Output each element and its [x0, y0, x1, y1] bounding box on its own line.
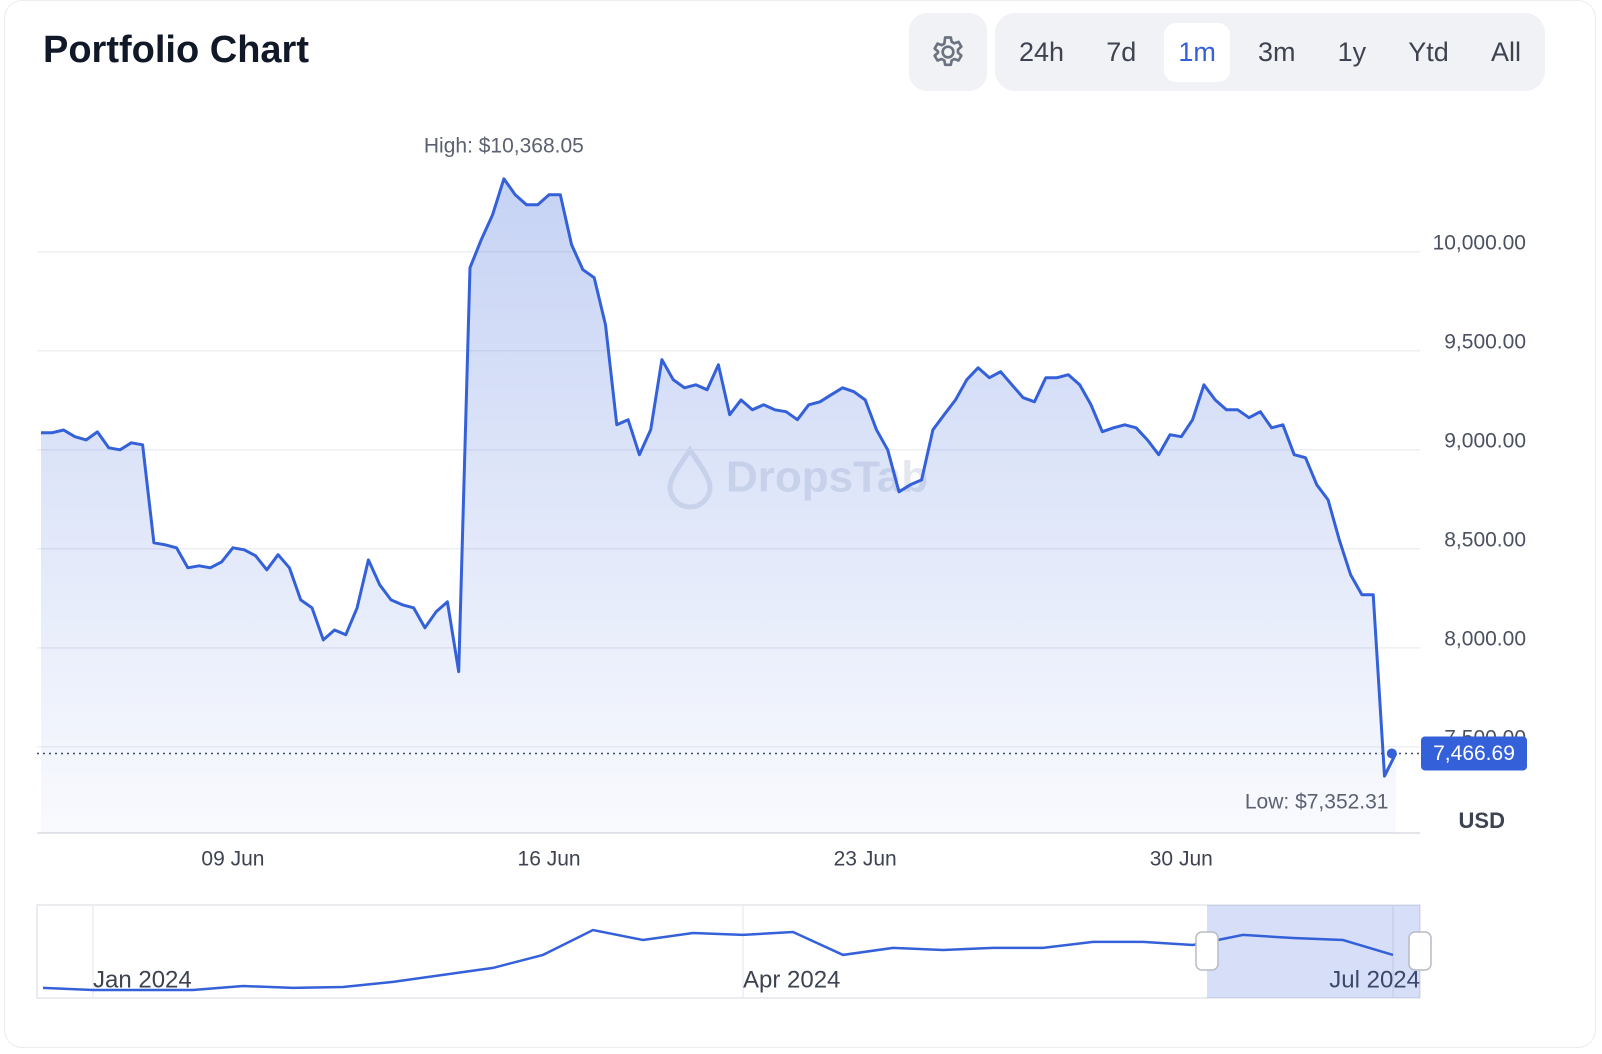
range-button[interactable]: Ytd [1408, 36, 1449, 67]
last-value-label: 7,466.69 [1433, 742, 1515, 765]
last-value-dot [1386, 748, 1397, 759]
y-tick-label: 10,000.00 [1433, 231, 1526, 254]
gear-icon [933, 36, 963, 67]
x-tick-label: 16 Jun [518, 848, 581, 871]
low-label: Low: $7,352.31 [1245, 791, 1389, 814]
high-label: High: $10,368.05 [424, 134, 584, 157]
price-line [41, 177, 1398, 778]
navigator-handle[interactable] [1408, 931, 1432, 971]
y-tick-label: 9,500.00 [1444, 330, 1526, 353]
y-tick-label: 8,500.00 [1444, 528, 1526, 551]
range-button[interactable]: 3m [1258, 36, 1296, 67]
chart-title: Portfolio Chart [43, 29, 309, 71]
navigator-handle[interactable] [1195, 931, 1219, 971]
navigator-line [42, 928, 1394, 992]
last-value-badge [1421, 736, 1527, 771]
range-button[interactable]: All [1490, 36, 1521, 67]
x-tick-label: 30 Jun [1150, 848, 1213, 871]
range-button[interactable]: 1y [1337, 36, 1367, 67]
navigator-label: Apr 2024 [743, 966, 840, 993]
range-button[interactable]: 1m [1164, 22, 1230, 82]
navigator-selection [1207, 905, 1420, 998]
range-button[interactable]: 7d [1106, 36, 1137, 67]
y-tick-label: 9,000.00 [1444, 429, 1526, 452]
x-tick-label: 23 Jun [834, 848, 897, 871]
settings-button[interactable] [909, 13, 987, 91]
navigator-label: Jul 2024 [1329, 966, 1420, 993]
range-button[interactable]: 24h [1019, 36, 1065, 67]
y-tick-label: 8,000.00 [1444, 627, 1526, 650]
range-selector: 24h 7d 1m 3m 1y Ytd All [995, 13, 1545, 91]
x-tick-label: 09 Jun [201, 848, 264, 871]
unit-label: USD [1459, 808, 1505, 833]
area [41, 178, 1396, 834]
card: Portfolio Chart 24h 7d 1m 3m 1y Ytd All [4, 0, 1596, 1048]
